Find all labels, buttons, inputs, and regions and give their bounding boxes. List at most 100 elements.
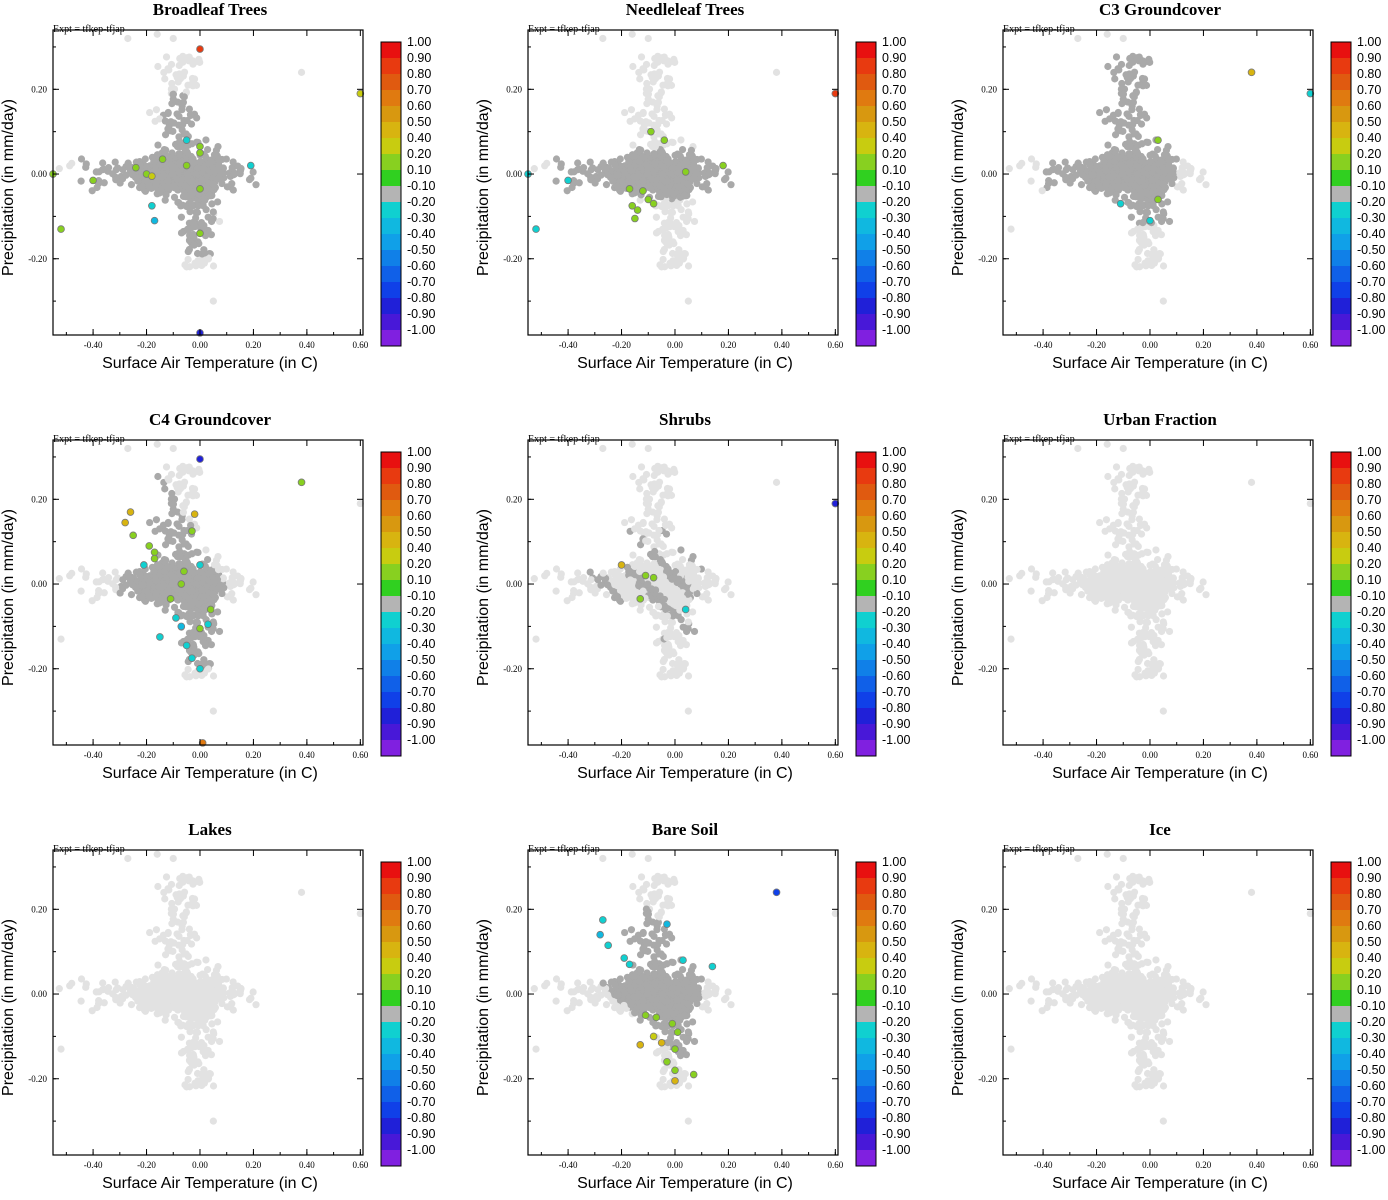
data-point [664, 219, 672, 227]
data-point [567, 578, 575, 586]
colorbar-label: -0.70 [407, 275, 436, 289]
data-point [189, 641, 198, 650]
data-point [1144, 164, 1152, 172]
data-point [181, 592, 189, 600]
data-point [613, 592, 622, 601]
data-point [188, 587, 196, 595]
highlight-point [564, 176, 572, 185]
x-tick-label: -0.20 [1087, 340, 1106, 350]
data-point [1117, 127, 1125, 135]
panel-title: C3 Groundcover [1099, 0, 1221, 19]
data-point [647, 71, 655, 79]
data-point [1127, 213, 1136, 221]
data-point [204, 665, 212, 673]
colorbar-label: -0.90 [407, 307, 436, 321]
data-point [654, 611, 662, 619]
data-point [655, 93, 663, 101]
y-tick-label: 0.20 [981, 84, 997, 94]
data-point [207, 231, 215, 239]
data-point [644, 444, 652, 453]
data-point [1130, 93, 1138, 101]
data-point [647, 585, 656, 593]
colorbar-cell [1331, 282, 1351, 298]
data-point [179, 192, 188, 201]
x-tick-label: 0.20 [1196, 340, 1212, 350]
data-point [124, 159, 132, 167]
data-point [654, 58, 662, 66]
data-point [1038, 187, 1046, 195]
data-point [236, 167, 245, 175]
data-point [665, 485, 674, 493]
highlight-point [196, 561, 204, 569]
highlight-point [204, 620, 212, 629]
colorbar: 1.000.900.800.700.600.500.400.200.10-0.1… [380, 35, 436, 347]
data-point [647, 481, 655, 489]
data-point [1122, 71, 1130, 79]
data-point [772, 478, 781, 486]
data-point [642, 528, 650, 536]
data-point [772, 68, 781, 76]
data-point [92, 168, 100, 176]
data-point [99, 166, 107, 174]
highlight-point [166, 595, 175, 603]
data-point [614, 581, 622, 589]
data-point [181, 182, 189, 190]
data-point [654, 192, 663, 201]
highlight-point [196, 142, 204, 151]
data-point [684, 672, 693, 680]
colorbar-label: -0.60 [407, 669, 436, 683]
colorbar-label: -0.90 [882, 307, 911, 321]
data-point [1049, 166, 1057, 174]
data-point [1114, 108, 1122, 117]
data-point [170, 193, 179, 201]
data-point [1100, 157, 1108, 166]
data-point [685, 561, 694, 569]
data-point [175, 522, 183, 530]
data-point [663, 587, 671, 595]
colorbar-cell [1331, 106, 1351, 122]
colorbar-label: 0.40 [1357, 131, 1381, 145]
colorbar-cell [1331, 314, 1351, 330]
data-point [169, 444, 177, 453]
data-point [192, 208, 200, 216]
data-point [1074, 34, 1082, 43]
data-point [675, 182, 683, 191]
data-point [563, 187, 571, 195]
data-point [112, 576, 120, 584]
data-point [202, 546, 210, 554]
data-point [88, 597, 96, 605]
colorbar-cell [381, 484, 401, 500]
colorbar-label: -1.00 [882, 323, 911, 337]
data-point [665, 241, 673, 249]
data-point [669, 574, 677, 582]
data-point [663, 612, 672, 620]
data-point [151, 576, 159, 584]
data-cloud [530, 440, 839, 715]
colorbar-cell [381, 660, 401, 676]
data-point [189, 629, 197, 637]
data-point [1131, 182, 1139, 190]
data-point [177, 229, 186, 237]
data-point [162, 556, 170, 564]
data-point [161, 131, 170, 139]
data-point [1145, 55, 1153, 63]
data-point [667, 491, 676, 499]
data-point [164, 108, 172, 117]
x-tick-label: 0.40 [299, 340, 315, 350]
data-point [666, 598, 675, 606]
colorbar-cell [381, 468, 401, 484]
data-point [111, 568, 119, 576]
colorbar-cell [856, 74, 876, 90]
colorbar-label: -0.10 [882, 179, 911, 193]
data-point [666, 188, 675, 196]
data-point [642, 537, 650, 545]
colorbar-label: -0.50 [1357, 243, 1386, 257]
colorbar-label: -0.60 [882, 259, 911, 273]
data-point [635, 582, 643, 590]
data-point [658, 170, 667, 178]
highlight-point [1154, 195, 1162, 204]
data-point [629, 551, 637, 559]
highlight-point [196, 45, 204, 53]
data-point [145, 181, 153, 190]
data-point [188, 550, 196, 558]
